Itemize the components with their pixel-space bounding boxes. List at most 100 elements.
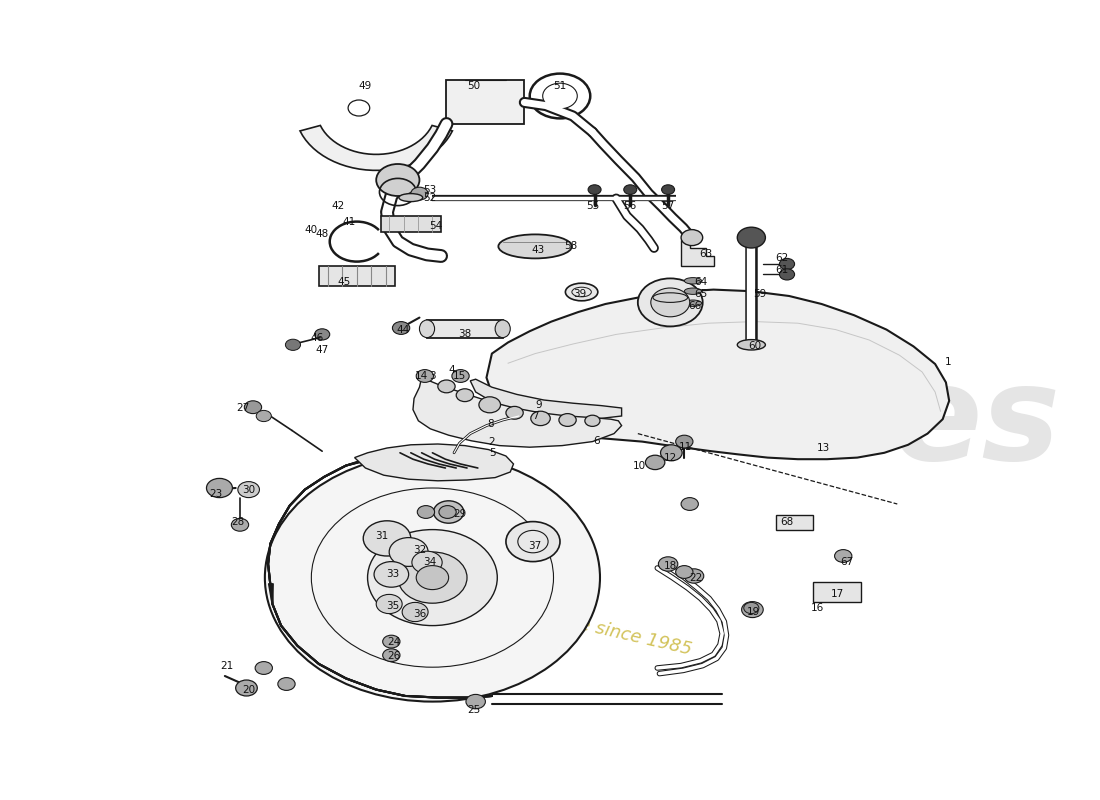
Circle shape [624,185,637,194]
Text: 30: 30 [242,486,255,495]
Text: 2: 2 [488,437,495,446]
Text: 1: 1 [945,357,952,366]
Text: 54: 54 [429,221,442,230]
Text: 60: 60 [748,341,761,350]
Text: 61: 61 [776,265,789,274]
Text: 57: 57 [661,201,674,210]
Ellipse shape [498,234,572,258]
Text: 3: 3 [429,371,436,381]
Text: 65: 65 [694,289,707,298]
Circle shape [416,370,433,382]
Circle shape [265,454,600,702]
Text: 38: 38 [459,329,472,338]
Text: es: es [892,361,1060,487]
Text: 41: 41 [342,217,355,226]
Text: 4: 4 [449,365,455,374]
Circle shape [416,566,449,590]
Text: 32: 32 [412,545,426,554]
Circle shape [681,498,698,510]
Text: 42: 42 [332,202,345,211]
Polygon shape [471,379,622,418]
Text: 19: 19 [747,607,760,617]
Circle shape [660,445,682,461]
Circle shape [835,550,851,562]
Ellipse shape [565,283,597,301]
Text: 62: 62 [776,254,789,263]
Text: 58: 58 [564,241,578,250]
Circle shape [367,530,497,626]
Circle shape [433,501,464,523]
Text: 37: 37 [528,541,542,550]
Text: 21: 21 [220,661,233,670]
Circle shape [744,602,759,614]
Ellipse shape [684,278,702,284]
Circle shape [235,680,257,696]
Circle shape [363,521,410,556]
Circle shape [403,602,428,622]
Polygon shape [777,515,813,530]
Circle shape [411,551,442,574]
Text: 68: 68 [780,517,793,526]
Ellipse shape [399,194,422,202]
Circle shape [559,414,576,426]
Text: 12: 12 [663,453,676,462]
Circle shape [684,569,704,583]
Ellipse shape [684,288,702,294]
Text: 39: 39 [573,289,586,298]
Circle shape [256,410,272,422]
Polygon shape [319,266,395,286]
Text: 8: 8 [487,419,494,429]
Polygon shape [381,216,441,232]
Circle shape [530,74,591,118]
Circle shape [737,227,766,248]
Circle shape [588,185,601,194]
Text: 50: 50 [466,81,480,90]
Text: 63: 63 [700,249,713,258]
Text: 7: 7 [531,411,538,421]
Ellipse shape [737,340,766,350]
Circle shape [651,288,690,317]
Circle shape [285,339,300,350]
Circle shape [638,278,703,326]
Text: 43: 43 [531,245,544,254]
Text: 14: 14 [415,371,428,381]
Text: 64: 64 [694,277,707,286]
Circle shape [389,538,428,566]
Circle shape [383,635,400,648]
Text: 5: 5 [490,448,496,458]
Circle shape [315,329,330,340]
Text: 56: 56 [624,201,637,210]
Circle shape [478,397,500,413]
Circle shape [278,678,295,690]
Circle shape [398,552,468,603]
Circle shape [244,401,262,414]
Circle shape [238,482,260,498]
Circle shape [531,411,550,426]
Ellipse shape [419,320,435,338]
Circle shape [410,187,428,200]
Circle shape [383,649,400,662]
Text: 47: 47 [316,346,329,355]
Text: 31: 31 [375,531,388,541]
Circle shape [417,506,434,518]
Circle shape [681,230,703,246]
Ellipse shape [684,300,702,306]
Circle shape [452,370,470,382]
Text: 25: 25 [466,705,480,714]
Text: 53: 53 [424,185,437,194]
Circle shape [659,557,678,571]
Circle shape [542,83,578,109]
Text: 6: 6 [593,436,601,446]
Text: 9: 9 [535,400,541,410]
Text: 48: 48 [316,230,329,239]
Circle shape [348,100,370,116]
Text: 22: 22 [690,573,703,582]
Polygon shape [300,126,452,170]
Text: 18: 18 [663,561,676,570]
Text: 51: 51 [553,81,566,90]
Text: 17: 17 [832,589,845,598]
Circle shape [661,185,674,194]
Text: 29: 29 [453,509,466,518]
Text: 46: 46 [310,334,323,343]
Circle shape [376,164,419,196]
